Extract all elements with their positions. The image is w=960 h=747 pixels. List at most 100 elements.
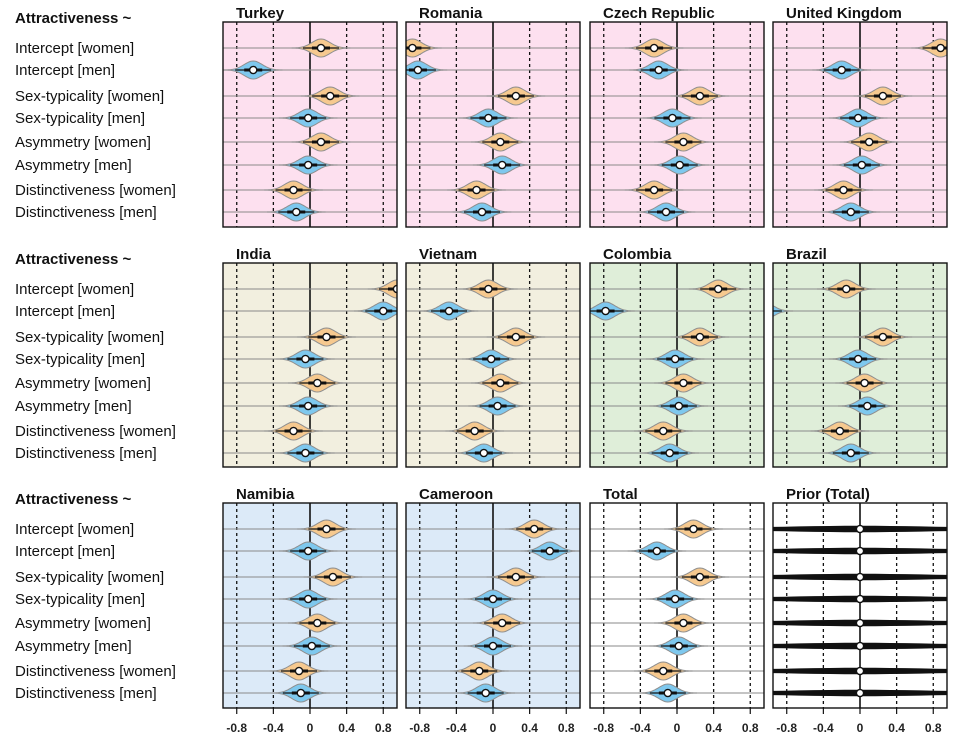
mean-point [303, 160, 313, 170]
row-label: Distinctiveness [men] [15, 685, 157, 702]
mean-point [846, 448, 856, 458]
row-label: Asymmetry [women] [15, 134, 151, 151]
panel-violins [419, 279, 546, 463]
panel-violins [624, 38, 730, 222]
prior-mean-point [855, 666, 865, 676]
mean-point [316, 137, 326, 147]
mean-point [841, 284, 851, 294]
mean-point [670, 354, 680, 364]
panel-violins [627, 519, 730, 703]
mean-point [658, 426, 668, 436]
mean-point [303, 401, 313, 411]
row-label-heading: Attractiveness ~ [15, 251, 132, 268]
prior-mean-point [855, 641, 865, 651]
men-violin [773, 305, 794, 317]
x-tick-label: -0.4 [263, 721, 284, 735]
mean-point [303, 546, 313, 556]
mean-point [649, 43, 659, 53]
mean-point [294, 666, 304, 676]
mean-point [289, 426, 298, 436]
mean-point [864, 137, 874, 147]
row-label: Sex-typicality [women] [15, 88, 164, 105]
panel-violins [773, 524, 947, 698]
panel-title: Romania [419, 5, 483, 22]
mean-point [496, 378, 505, 388]
row-label-heading: Attractiveness ~ [15, 10, 132, 27]
row-label: Asymmetry [women] [15, 615, 151, 632]
panel-title: Turkey [236, 5, 285, 22]
mean-point [497, 160, 507, 170]
mean-point [481, 688, 490, 698]
mean-point [695, 91, 705, 101]
row-label: Sex-typicality [women] [15, 329, 164, 346]
mean-point [878, 91, 888, 101]
mean-point [857, 160, 867, 170]
panel-frame [405, 21, 581, 228]
row-label: Asymmetry [men] [15, 638, 132, 655]
panel-title: Total [603, 486, 638, 503]
x-tick-label: 0.8 [375, 721, 392, 735]
row-label: Distinctiveness [women] [15, 182, 176, 199]
prior-mean-point [855, 688, 865, 698]
prior-mean-point [855, 594, 865, 604]
panel-frame [222, 21, 398, 228]
row-label: Distinctiveness [women] [15, 663, 176, 680]
panel-violins [406, 38, 546, 222]
mean-point [486, 354, 496, 364]
mean-point [248, 65, 258, 75]
mean-point [837, 65, 846, 75]
mean-point [307, 641, 317, 651]
mean-point [689, 524, 698, 534]
mean-point [695, 332, 705, 342]
x-tick-label: 0.4 [705, 721, 722, 735]
x-tick-label: -0.4 [630, 721, 651, 735]
row-label: Sex-typicality [men] [15, 351, 145, 368]
mean-point [477, 207, 487, 217]
mean-point [413, 65, 423, 75]
mean-point [545, 546, 555, 556]
mean-point [496, 137, 505, 147]
mean-point [679, 618, 688, 628]
mean-point [289, 185, 298, 195]
mean-point [296, 688, 306, 698]
panel-title: Namibia [236, 486, 295, 503]
mean-point [325, 91, 335, 101]
mean-point [488, 594, 498, 604]
panel-title: United Kingdom [786, 5, 902, 22]
panel-title: India [236, 246, 272, 263]
mean-point [863, 401, 872, 411]
panel-title: Vietnam [419, 246, 477, 263]
panel-frame [589, 262, 765, 468]
mean-point [846, 207, 856, 217]
x-tick-label: 0 [490, 721, 497, 735]
mean-point [679, 137, 688, 147]
mean-point [649, 185, 659, 195]
mean-point [484, 284, 493, 294]
panel-title: Cameroon [419, 486, 493, 503]
mean-point [839, 185, 848, 195]
mean-point [313, 618, 322, 628]
panel-violins [450, 519, 580, 703]
row-label: Intercept [women] [15, 521, 134, 538]
mean-point [665, 448, 674, 458]
mean-point [474, 666, 484, 676]
mean-point [444, 306, 454, 316]
row-label: Distinctiveness [men] [15, 445, 157, 462]
panel-frame [772, 21, 948, 228]
panel-title: Prior (Total) [786, 486, 870, 503]
panel-violins [269, 519, 363, 703]
row-label: Intercept [men] [15, 62, 115, 79]
mean-point [661, 207, 671, 217]
x-tick-label: 0.8 [742, 721, 759, 735]
row-label: Asymmetry [women] [15, 375, 151, 392]
x-tick-label: -0.4 [446, 721, 467, 735]
panel-title: Brazil [786, 246, 827, 263]
row-label: Sex-typicality [men] [15, 110, 145, 127]
mean-point [303, 113, 313, 123]
row-label: Sex-typicality [men] [15, 591, 145, 608]
mean-point [316, 43, 326, 53]
prior-mean-point [855, 524, 865, 534]
mean-point [488, 641, 498, 651]
panel-violins [223, 38, 360, 222]
